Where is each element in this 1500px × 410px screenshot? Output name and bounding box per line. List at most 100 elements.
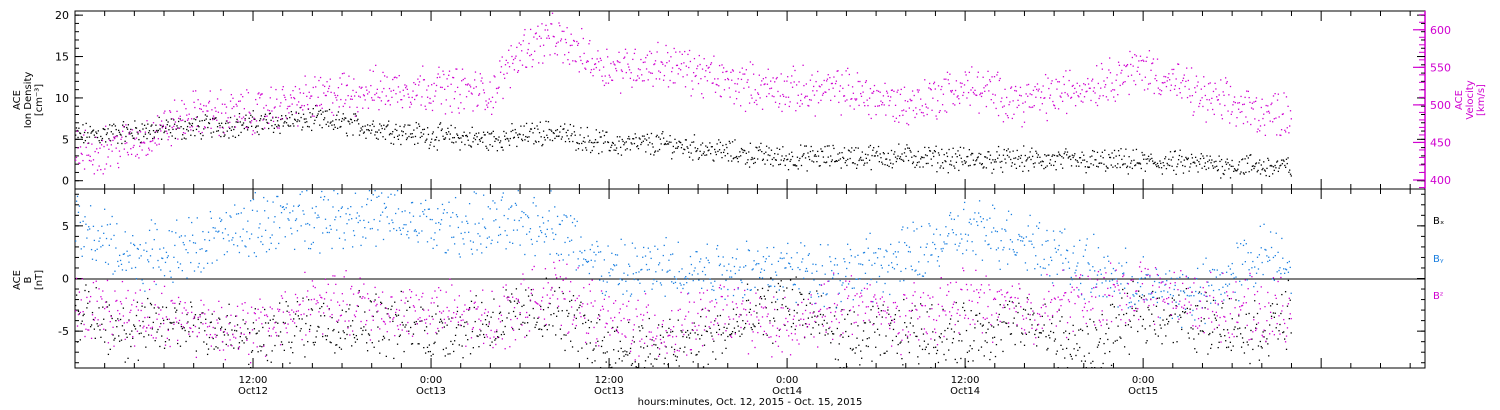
velocity-point xyxy=(924,79,926,81)
bx-point xyxy=(947,327,949,330)
density-point xyxy=(1134,164,1137,166)
bx-point xyxy=(401,321,403,324)
velocity-point xyxy=(230,93,233,96)
velocity-point xyxy=(719,95,722,97)
density-point xyxy=(288,125,290,127)
density-point xyxy=(409,133,412,135)
bx-point xyxy=(149,302,152,305)
density-point xyxy=(950,160,952,162)
velocity-point xyxy=(1244,96,1246,99)
bx-point xyxy=(460,324,462,327)
bx-point xyxy=(313,344,315,346)
bx-point xyxy=(371,342,373,344)
bx-point xyxy=(811,316,813,318)
by-point xyxy=(295,218,298,220)
velocity-point xyxy=(704,75,706,78)
density-point xyxy=(508,144,511,146)
velocity-point xyxy=(90,160,92,162)
bx-point xyxy=(1046,349,1048,351)
by-point xyxy=(75,240,77,242)
bx-point xyxy=(985,332,987,334)
bx-point xyxy=(968,350,970,352)
bx-point xyxy=(512,310,515,313)
density-point xyxy=(1055,169,1057,171)
bx-point xyxy=(713,340,715,342)
velocity-point xyxy=(1025,93,1027,95)
velocity-point xyxy=(452,76,454,79)
density-point xyxy=(563,128,565,130)
density-point xyxy=(774,153,776,155)
velocity-point xyxy=(614,64,616,66)
by-point xyxy=(92,225,95,228)
bx-point xyxy=(934,346,937,348)
velocity-point xyxy=(1192,114,1194,116)
bx-point xyxy=(193,317,196,319)
velocity-point xyxy=(1284,131,1287,133)
velocity-point xyxy=(782,95,785,98)
bx-point xyxy=(552,325,554,327)
bx-point xyxy=(511,328,514,330)
velocity-point xyxy=(606,48,608,50)
bx-point xyxy=(377,326,379,328)
density-point xyxy=(716,143,718,145)
density-point xyxy=(1222,172,1224,175)
velocity-point xyxy=(688,66,690,69)
density-point xyxy=(406,137,408,139)
density-point xyxy=(1106,167,1108,169)
by-point xyxy=(335,216,337,218)
by-point xyxy=(337,210,340,212)
density-point xyxy=(348,121,350,123)
density-point xyxy=(1186,158,1189,161)
density-point xyxy=(165,119,168,121)
velocity-point xyxy=(1167,76,1169,79)
density-point xyxy=(459,149,461,151)
density-point xyxy=(1000,166,1002,169)
velocity-point xyxy=(384,103,387,105)
velocity-point xyxy=(367,107,370,109)
density-point xyxy=(481,136,483,139)
density-point xyxy=(663,143,666,146)
bx-point xyxy=(625,353,627,356)
bx-point xyxy=(160,322,162,325)
velocity-point xyxy=(1216,99,1219,101)
by-point xyxy=(210,217,212,219)
velocity-point xyxy=(149,140,151,143)
velocity-point xyxy=(1006,96,1008,99)
density-point xyxy=(97,130,100,132)
density-point xyxy=(135,127,137,129)
bx-point xyxy=(885,335,887,337)
density-point xyxy=(1061,155,1063,158)
velocity-point xyxy=(1024,101,1026,103)
density-point xyxy=(1010,165,1013,167)
velocity-point xyxy=(495,87,498,90)
density-point xyxy=(608,149,610,152)
bx-point xyxy=(893,318,896,320)
bx-point xyxy=(1242,341,1245,344)
density-point xyxy=(305,118,307,120)
velocity-point xyxy=(237,120,239,122)
by-point xyxy=(221,232,224,234)
density-point xyxy=(474,134,476,137)
density-point xyxy=(1060,163,1062,165)
bx-point xyxy=(79,339,81,341)
bx-point xyxy=(1044,303,1046,305)
bx-point xyxy=(351,320,354,322)
velocity-point xyxy=(1210,102,1212,104)
bx-point xyxy=(337,331,340,333)
velocity-point xyxy=(297,125,299,127)
velocity-point xyxy=(306,95,308,98)
velocity-point xyxy=(692,88,694,90)
velocity-point xyxy=(933,81,936,83)
density-point xyxy=(222,131,224,133)
density-point xyxy=(559,125,562,127)
density-point xyxy=(1021,161,1023,164)
velocity-point xyxy=(1151,62,1154,64)
velocity-point xyxy=(81,153,83,156)
velocity-point xyxy=(95,136,97,138)
density-point xyxy=(1257,169,1259,172)
velocity-point xyxy=(1289,125,1291,127)
velocity-point xyxy=(745,69,747,71)
bx-point xyxy=(617,350,620,352)
density-point xyxy=(392,130,394,133)
by-point xyxy=(339,216,342,218)
